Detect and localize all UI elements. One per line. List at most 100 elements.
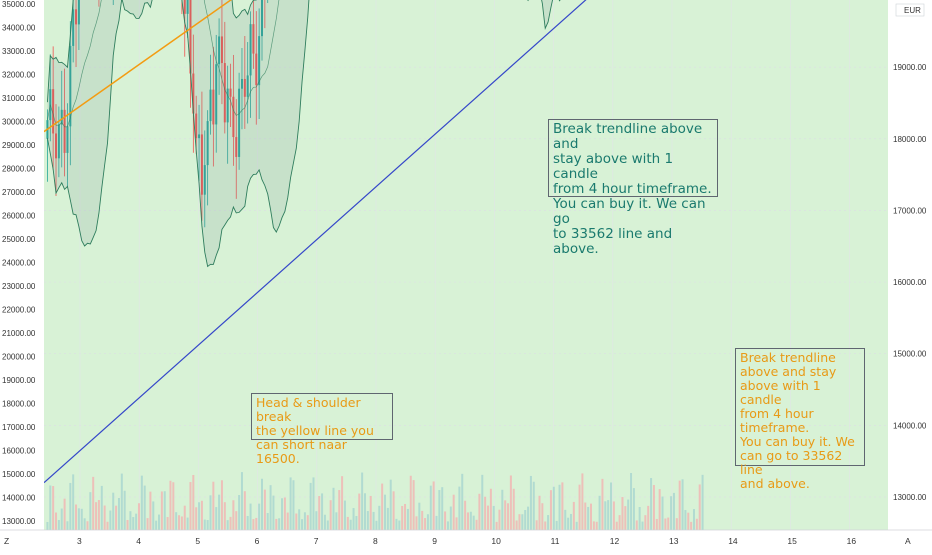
volume-bar-229: [701, 474, 704, 530]
candle-body-64: [229, 88, 232, 97]
left-tick-17: 18000.00: [2, 399, 36, 408]
note-breakout-lower: Break trendline above and stay above wit…: [735, 348, 865, 491]
volume-bar-187: [581, 473, 584, 530]
volume-bar-28: [126, 520, 129, 530]
candle-body-5: [60, 109, 63, 125]
volume-bar-81: [278, 518, 281, 530]
volume-bar-168: [527, 506, 530, 530]
note-head-shoulder: Head & shoulder break the yellow line yo…: [251, 393, 393, 466]
x-tick-6: 9: [432, 536, 437, 546]
volume-bar-15: [89, 492, 92, 530]
volume-bar-209: [644, 515, 647, 530]
volume-bar-39: [158, 514, 161, 530]
bottom-axis-bg: [0, 530, 932, 550]
candle-body-74: [258, 36, 261, 86]
volume-bar-27: [123, 490, 126, 530]
volume-bar-99: [329, 500, 332, 530]
volume-bar-146: [464, 500, 467, 530]
volume-bar-87: [295, 513, 298, 530]
volume-bar-96: [321, 493, 324, 530]
volume-bar-124: [401, 505, 404, 530]
volume-bar-164: [515, 520, 518, 530]
candle-body-8: [69, 45, 72, 127]
volume-bar-115: [375, 520, 378, 530]
volume-bar-104: [343, 500, 346, 530]
left-tick-13: 22000.00: [2, 305, 36, 314]
volume-bar-197: [610, 482, 613, 530]
volume-bar-10: [75, 504, 78, 530]
volume-bar-19: [100, 485, 103, 530]
volume-bar-29: [129, 511, 132, 530]
volume-bar-224: [687, 512, 690, 530]
volume-bar-201: [621, 497, 624, 530]
volume-bar-13: [83, 518, 86, 530]
left-tick-11: 24000.00: [2, 258, 36, 267]
candle-body-62: [223, 63, 226, 123]
volume-bar-167: [524, 509, 527, 530]
volume-bar-215: [661, 496, 664, 530]
x-tick-4: 7: [314, 536, 319, 546]
volume-bar-92: [309, 482, 312, 530]
volume-bar-119: [386, 507, 389, 530]
volume-bar-114: [372, 511, 375, 530]
x-tick-11: 14: [728, 536, 738, 546]
volume-bar-190: [589, 503, 592, 530]
candle-body-71: [249, 24, 252, 76]
volume-bar-208: [641, 521, 644, 530]
candle-body-69: [243, 78, 246, 97]
candle-body-63: [226, 88, 229, 123]
candle-body-53: [198, 134, 201, 139]
volume-bar-225: [690, 521, 693, 530]
volume-bar-223: [684, 510, 687, 530]
right-axis: 19000.00 18000.00 17000.00 16000.00 15000.00…: [888, 0, 932, 530]
volume-bar-77: [266, 513, 269, 530]
volume-bar-66: [235, 511, 238, 530]
volume-bar-75: [260, 478, 263, 530]
volume-bar-147: [466, 512, 469, 530]
right-tick-19: 17000.00: [893, 206, 927, 215]
x-tick-2: 5: [195, 536, 200, 546]
candle-body-55: [203, 165, 206, 195]
volume-bar-152: [481, 474, 484, 530]
volume-bar-76: [263, 489, 266, 530]
volume-bar-125: [404, 503, 407, 530]
left-tick-18: 17000.00: [2, 423, 36, 432]
volume-bar-220: [675, 518, 678, 530]
volume-bar-153: [484, 496, 487, 530]
volume-bar-64: [229, 516, 232, 530]
left-tick-15: 20000.00: [2, 352, 36, 361]
candle-body-73: [255, 53, 258, 86]
right-tick-17: 19000.00: [893, 63, 927, 72]
volume-bar-200: [618, 515, 621, 530]
candle-body-48: [183, 0, 186, 14]
x-tick-0: 3: [77, 536, 82, 546]
candle-body-57: [209, 89, 212, 122]
volume-bar-175: [547, 515, 550, 530]
volume-bar-169: [529, 475, 532, 530]
volume-bar-50: [189, 482, 192, 530]
candle-body-70: [246, 75, 249, 97]
volume-bar-88: [298, 509, 301, 530]
volume-bar-180: [561, 482, 564, 530]
candle-body-54: [200, 134, 203, 195]
volume-bar-130: [418, 502, 421, 530]
volume-bar-54: [200, 500, 203, 530]
right-tick-21: 15000.00: [893, 350, 927, 359]
axis-corner-left: Z: [4, 536, 9, 546]
left-tick-12: 23000.00: [2, 282, 36, 291]
volume-bar-70: [246, 515, 249, 530]
volume-bar-86: [292, 480, 295, 530]
volume-bar-62: [223, 502, 226, 530]
volume-bar-126: [406, 508, 409, 530]
volume-bar-68: [240, 472, 243, 530]
volume-bar-137: [438, 490, 441, 530]
right-tick-23: 13000.00: [893, 493, 927, 502]
candle-body-4: [57, 124, 60, 159]
volume-bar-49: [186, 517, 189, 530]
volume-bar-33: [140, 475, 143, 530]
volume-bar-112: [366, 511, 369, 530]
bullish-zone: [44, 0, 888, 530]
candle-body-52: [195, 113, 198, 139]
candle-body-58: [212, 89, 215, 125]
volume-bar-121: [392, 491, 395, 530]
